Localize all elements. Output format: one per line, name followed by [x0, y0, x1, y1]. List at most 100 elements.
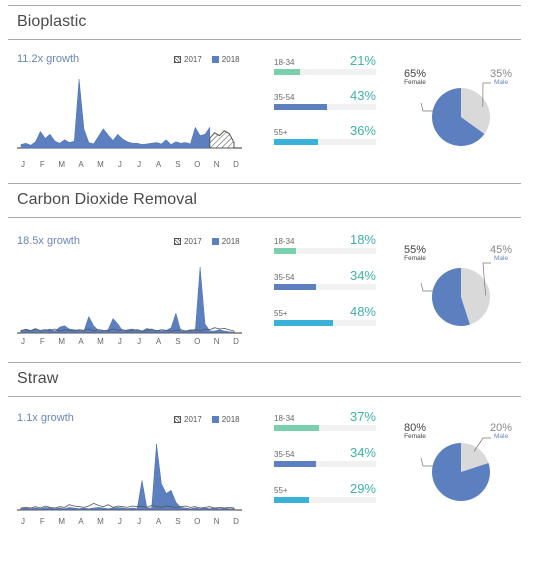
month-tick-label: O: [194, 517, 201, 526]
female-slice: [431, 443, 490, 501]
month-tick-label: M: [58, 337, 66, 346]
month-tick-label: J: [117, 517, 122, 526]
growth-label: 11.2x growth: [17, 53, 80, 65]
age-row-55-plus: 55+ 29%: [274, 481, 379, 520]
legend-2018-label: 2018: [221, 55, 240, 64]
female-slice: [431, 268, 470, 326]
age-bar-track: [274, 461, 376, 467]
age-row-35-54: 35-54 34%: [274, 445, 379, 484]
growth-label: 18.5x growth: [17, 235, 80, 247]
section-title: Bioplastic: [17, 13, 87, 30]
month-tick-label: N: [213, 517, 220, 526]
legend-2018-swatch: [211, 238, 219, 245]
age-percent: 43%: [349, 88, 376, 103]
female-leader-line: [420, 282, 434, 292]
legend-2017-swatch: [174, 416, 181, 423]
male-leader-line: [482, 262, 491, 296]
month-tick-label: S: [175, 160, 181, 169]
month-tick-label: A: [155, 337, 162, 346]
month-tick-label: O: [194, 160, 201, 169]
age-row-18-34: 18-34 37%: [274, 409, 379, 448]
month-tick-label: S: [175, 337, 181, 346]
age-bar-track: [274, 139, 376, 145]
section-divider: [8, 39, 521, 40]
section-divider: [8, 396, 521, 397]
legend-2018-swatch: [211, 416, 219, 423]
growth-label: 1.1x growth: [17, 412, 74, 424]
month-tick-label: A: [155, 160, 162, 169]
legend-2018-label: 2018: [221, 237, 240, 246]
trend-area-chart: [17, 266, 242, 334]
month-tick-label: M: [97, 160, 104, 169]
male-label: 45% Male: [490, 244, 512, 262]
age-row-55-plus: 55+ 36%: [274, 123, 379, 162]
month-tick-label: F: [39, 160, 45, 169]
female-percent: 55%: [404, 244, 427, 256]
female-percent: 80%: [404, 422, 427, 434]
month-tick-label: J: [137, 337, 142, 346]
age-bar: [274, 248, 296, 254]
age-bar: [274, 284, 316, 290]
age-bar-track: [274, 497, 376, 503]
month-tick-label: M: [58, 160, 66, 169]
month-tick-label: M: [58, 517, 66, 526]
age-label: 18-34: [274, 414, 295, 423]
male-percent: 20%: [490, 422, 513, 434]
female-text: Female: [404, 79, 426, 86]
section-divider: [8, 5, 521, 6]
legend-2017-swatch: [174, 238, 181, 245]
age-row-35-54: 35-54 34%: [274, 268, 379, 307]
month-tick-label: A: [78, 160, 84, 169]
age-label: 18-34: [274, 58, 295, 67]
female-leader-line: [420, 102, 434, 112]
legend-2017-swatch: [174, 56, 181, 63]
age-bar: [274, 497, 309, 503]
month-tick-label: F: [39, 517, 45, 526]
month-tick-label: N: [213, 337, 220, 346]
age-percent: 36%: [349, 123, 376, 138]
age-label: 35-54: [274, 450, 295, 459]
gender-pie-chart: [420, 437, 491, 501]
section-title: Carbon Dioxide Removal: [17, 191, 198, 208]
month-tick-label: A: [78, 337, 84, 346]
age-percent: 21%: [349, 53, 376, 68]
month-tick-label: A: [155, 517, 162, 526]
female-percent: 65%: [404, 68, 427, 80]
month-tick-label: J: [117, 160, 122, 169]
age-percent: 18%: [349, 232, 376, 247]
month-tick-label: D: [233, 337, 239, 346]
male-text: Male: [493, 79, 509, 86]
month-tick-label: N: [213, 160, 220, 169]
male-slice: [461, 268, 490, 325]
trend-area-chart: [17, 443, 242, 511]
age-row-18-34: 18-34 18%: [274, 232, 379, 271]
series-2017-area: [20, 502, 235, 511]
legend-2018-label: 2018: [221, 415, 240, 424]
month-tick-label: J: [117, 337, 122, 346]
age-percent: 34%: [349, 268, 376, 283]
section-title: Straw: [17, 370, 59, 387]
series-2018-area: [20, 443, 235, 511]
age-bar: [274, 461, 316, 467]
legend-2017-label: 2017: [184, 55, 202, 64]
female-text: Female: [404, 433, 426, 440]
age-bar: [274, 139, 318, 145]
age-percent: 37%: [349, 409, 376, 424]
section-divider: [8, 217, 521, 218]
series-2017-area: [209, 130, 235, 149]
chart-legend: 2017 2018: [174, 237, 240, 246]
female-label: 55% Female: [404, 244, 426, 262]
month-tick-label: F: [39, 337, 45, 346]
age-bar: [274, 69, 300, 75]
section-divider: [8, 362, 521, 363]
section-divider: [8, 183, 521, 184]
age-bar-track: [274, 320, 376, 326]
male-text: Male: [493, 433, 509, 440]
month-tick-label: J: [21, 160, 25, 169]
month-tick-label: O: [194, 337, 201, 346]
series-2018-area: [20, 78, 211, 149]
legend-2017-label: 2017: [184, 415, 202, 424]
male-leader-line: [482, 82, 491, 107]
age-bar: [274, 425, 319, 431]
age-bar: [274, 104, 327, 110]
